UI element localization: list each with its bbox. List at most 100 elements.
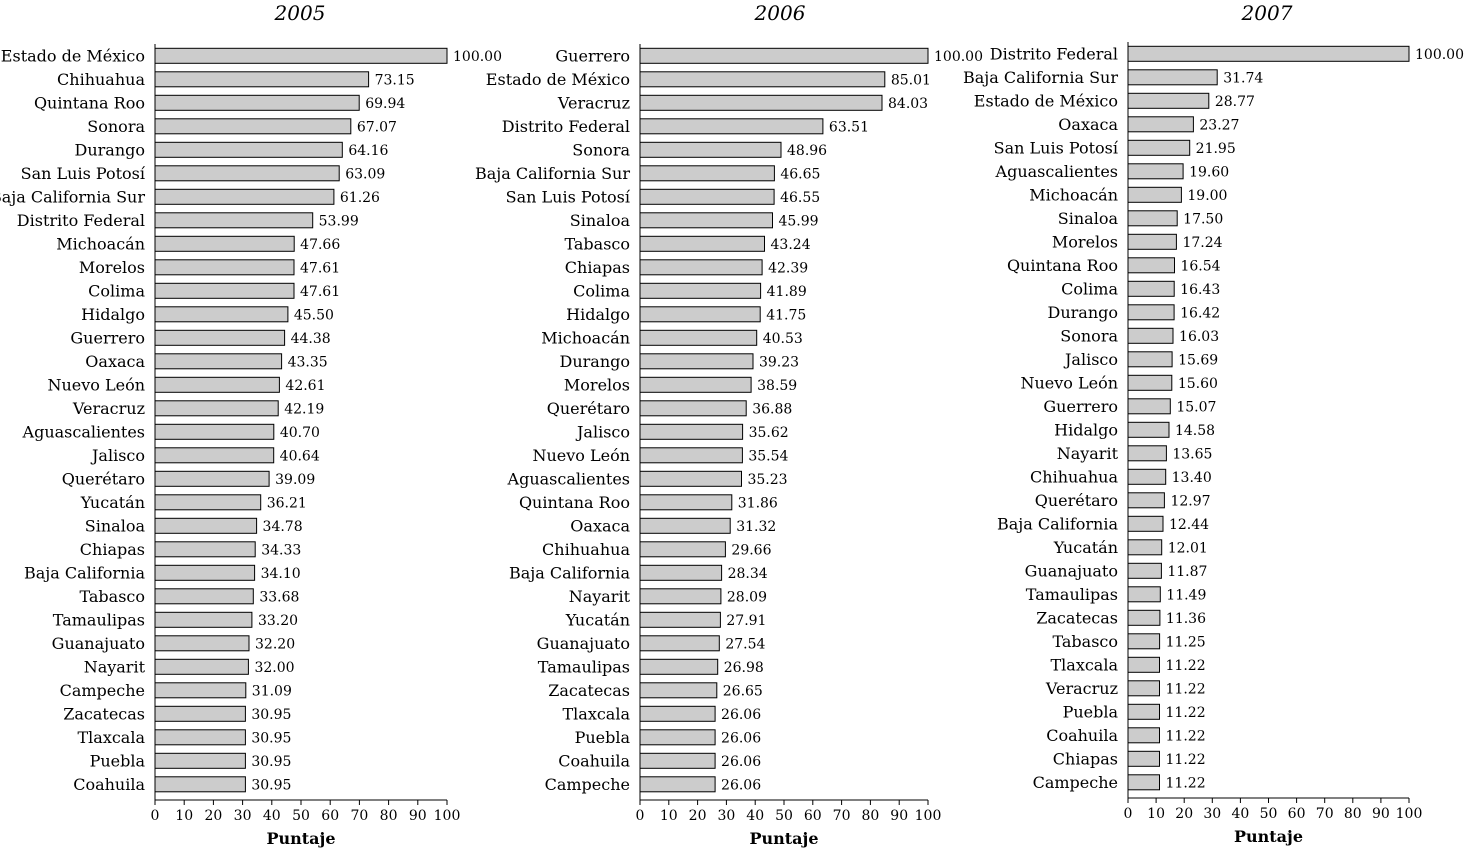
bar [1127, 468, 1167, 485]
bar [154, 94, 360, 111]
value-label: 19.60 [1189, 164, 1229, 180]
chart-2005: 2005 Estado de México 100.00 Chihuahua 73.15… [0, 1, 502, 848]
bar [639, 611, 721, 628]
value-label: 42.19 [284, 401, 324, 417]
value-label: 73.15 [375, 72, 415, 88]
x-tick-label: 0 [151, 808, 160, 824]
value-label: 11.22 [1166, 752, 1206, 768]
bar [154, 705, 246, 722]
x-axis-title: Puntaje [1234, 827, 1303, 846]
bar [154, 517, 258, 534]
value-label: 27.91 [726, 613, 766, 629]
category-label: Nuevo León [47, 375, 145, 394]
category-label: Tamaulipas [1026, 585, 1118, 604]
category-label: Michoacán [56, 234, 145, 253]
x-tick-label: 50 [1260, 806, 1278, 822]
value-label: 100.00 [453, 49, 502, 65]
x-tick-label: 40 [263, 808, 281, 824]
category-label: Michoacán [541, 328, 630, 347]
category-label: Puebla [575, 728, 631, 747]
bar [154, 306, 289, 323]
category-label: Veracruz [72, 399, 145, 418]
category-label: Sonora [87, 117, 145, 136]
value-label: 26.06 [721, 707, 761, 723]
category-label: Querétaro [547, 399, 630, 418]
value-label: 41.89 [767, 284, 807, 300]
value-label: 44.38 [291, 331, 331, 347]
category-label: Distrito Federal [990, 44, 1118, 63]
category-label: Guanajuato [537, 634, 630, 653]
category-label: Nayarit [84, 657, 146, 676]
value-label: 12.01 [1168, 540, 1208, 556]
x-tick-label: 50 [292, 808, 310, 824]
x-tick-label: 100 [915, 808, 942, 824]
category-label: Tlaxcala [562, 704, 630, 723]
category-label: Baja California [997, 514, 1119, 533]
value-label: 47.66 [300, 237, 340, 253]
value-label: 32.20 [255, 636, 295, 652]
value-label: 41.75 [766, 307, 806, 323]
category-label: Querétaro [62, 469, 145, 488]
x-tick-label: 40 [746, 808, 764, 824]
bar [639, 235, 765, 252]
category-label: Yucatán [1053, 538, 1118, 557]
category-label: San Luis Potosí [994, 138, 1119, 157]
bar [1127, 774, 1160, 791]
category-label: Tabasco [1052, 632, 1118, 651]
category-label: Chihuahua [57, 70, 145, 89]
value-label: 19.00 [1187, 188, 1227, 204]
x-tick-label: 70 [833, 808, 851, 824]
bar [1127, 656, 1160, 673]
bar [154, 141, 343, 158]
x-tick-label: 20 [1175, 806, 1193, 822]
category-label: Chihuahua [542, 540, 630, 559]
bar [639, 259, 763, 276]
category-label: Tlaxcala [1050, 655, 1118, 674]
category-label: Baja California [509, 563, 631, 582]
category-label: Tamaulipas [538, 657, 630, 676]
value-label: 11.25 [1166, 634, 1206, 650]
category-label: Campeche [1033, 773, 1118, 792]
value-label: 31.86 [738, 495, 778, 511]
value-label: 100.00 [934, 49, 983, 65]
bar [639, 423, 744, 440]
value-label: 53.99 [319, 213, 359, 229]
category-label: Baja California Sur [475, 164, 630, 183]
bar [1127, 680, 1160, 697]
chart-2006: 2006 Guerrero 100.00 Estado de México 85.01 V… [475, 1, 983, 848]
value-label: 100.00 [1415, 47, 1464, 63]
category-label: Aguascalientes [995, 162, 1118, 181]
bar [1127, 304, 1175, 321]
bar [154, 541, 256, 558]
category-label: Chiapas [80, 540, 145, 559]
bar [154, 165, 340, 182]
x-tick-label: 100 [1396, 806, 1423, 822]
category-label: Morelos [564, 375, 630, 394]
x-tick-label: 10 [175, 808, 193, 824]
category-label: Campeche [60, 681, 145, 700]
value-label: 11.22 [1166, 775, 1206, 791]
bar [154, 212, 314, 229]
bar [154, 71, 370, 88]
value-label: 11.22 [1166, 658, 1206, 674]
x-tick-label: 80 [861, 808, 879, 824]
value-label: 48.96 [787, 143, 827, 159]
value-label: 13.40 [1172, 470, 1212, 486]
bar [154, 353, 283, 370]
category-label: Zacatecas [1036, 608, 1118, 627]
value-label: 26.06 [721, 730, 761, 746]
value-label: 11.87 [1167, 564, 1207, 580]
value-label: 35.54 [748, 448, 788, 464]
bar [639, 282, 762, 299]
value-label: 39.09 [275, 472, 315, 488]
bar [639, 517, 731, 534]
value-label: 46.65 [780, 166, 820, 182]
value-label: 30.95 [251, 777, 291, 793]
value-label: 11.22 [1166, 681, 1206, 697]
x-tick-label: 90 [890, 808, 908, 824]
bar [1127, 398, 1171, 415]
x-tick-label: 30 [1203, 806, 1221, 822]
category-label: Querétaro [1035, 491, 1118, 510]
value-label: 28.77 [1215, 94, 1255, 110]
bar [639, 165, 775, 182]
